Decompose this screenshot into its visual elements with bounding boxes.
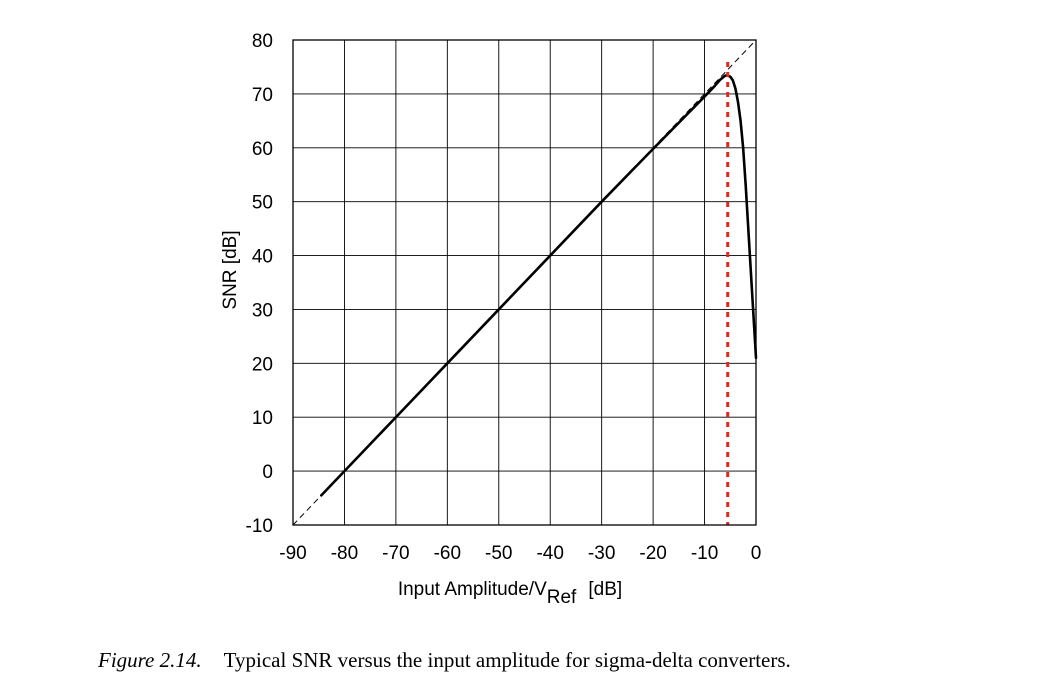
tick-labels: -10 0 10 20 30 40 50 60 70 80 -90 -80 -70 -60 -50 -40 -3… [246, 31, 762, 564]
x-axis-label-sub: Ref [547, 587, 577, 608]
x-tick-label: -60 [434, 543, 461, 564]
series-line-snr [319, 74, 758, 497]
y-tick-label: 60 [252, 139, 273, 160]
caption-text: Typical SNR versus the input amplitude f… [223, 648, 791, 672]
y-tick-label: 50 [252, 193, 273, 214]
y-tick-label: 10 [252, 408, 273, 429]
x-axis-label-main: Input Amplitude/V [398, 579, 547, 600]
x-axis-label: Input Amplitude/VRef [dB] [398, 579, 622, 608]
caption-number: Figure 2.14. [98, 648, 202, 672]
y-tick-label: -10 [246, 516, 273, 537]
x-tick-label: 0 [751, 543, 762, 564]
series-line-ideal [292, 39, 757, 526]
y-tick-label: 80 [252, 31, 273, 52]
y-tick-label: 20 [252, 354, 273, 375]
snr-chart: -10 0 10 20 30 40 50 60 70 80 -90 -80 -70 -60 -50 -40 -3… [220, 31, 762, 608]
y-axis-label: SNR [dB] [220, 230, 241, 309]
x-tick-label: -20 [639, 543, 666, 564]
y-tick-label: 30 [252, 300, 273, 321]
figure-caption: Figure 2.14. Typical SNR versus the input… [98, 648, 791, 673]
x-tick-label: -10 [691, 543, 718, 564]
series-layer [292, 39, 758, 526]
x-tick-label: -40 [536, 543, 563, 564]
x-axis-label-unit: [dB] [588, 579, 622, 600]
y-tick-label: 40 [252, 247, 273, 268]
x-tick-label: -80 [331, 543, 358, 564]
y-tick-label: 70 [252, 85, 273, 106]
y-tick-label: 0 [262, 462, 273, 483]
x-tick-label: -90 [279, 543, 306, 564]
plot-frame [292, 39, 757, 526]
x-tick-label: -50 [485, 543, 512, 564]
x-tick-label: -30 [588, 543, 615, 564]
x-tick-label: -70 [382, 543, 409, 564]
